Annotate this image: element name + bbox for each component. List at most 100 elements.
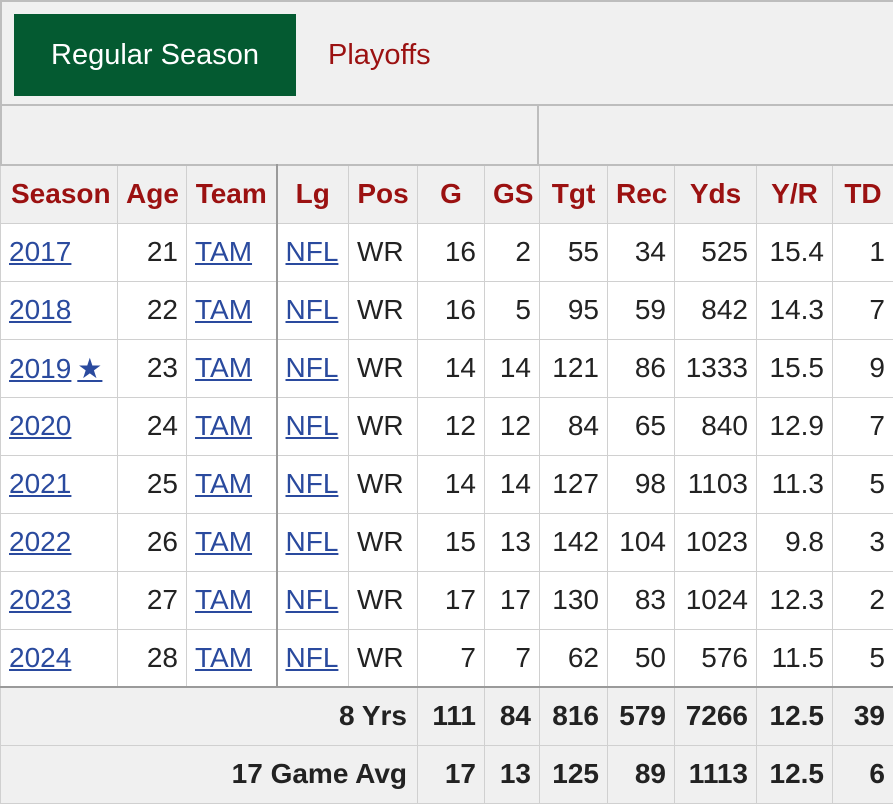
yards-cell: 842	[674, 280, 757, 340]
targets-cell: 55	[539, 222, 608, 282]
summary-yards: 7266	[674, 686, 757, 746]
summary-receptions: 579	[607, 686, 675, 746]
targets-cell: 142	[539, 512, 608, 572]
age-cell: 21	[117, 222, 187, 282]
season-link[interactable]: 2024	[0, 628, 118, 688]
team-link[interactable]: TAM	[186, 454, 278, 514]
season-link[interactable]: 2022	[0, 512, 118, 572]
header-team[interactable]: Team	[186, 164, 278, 224]
header-rec[interactable]: Rec	[607, 164, 675, 224]
table-row: 2023 27 TAM NFL WR 17 17 130 83 1024 12.3 2	[0, 570, 893, 630]
games-cell: 14	[417, 338, 485, 398]
league-link[interactable]: NFL	[276, 512, 349, 572]
team-link[interactable]: TAM	[186, 338, 278, 398]
summary-touchdowns: 6	[832, 744, 893, 804]
header-yds[interactable]: Yds	[674, 164, 757, 224]
receptions-cell: 65	[607, 396, 675, 456]
team-link[interactable]: TAM	[186, 512, 278, 572]
position-cell: WR	[348, 280, 418, 340]
tab-playoffs[interactable]: Playoffs	[328, 39, 431, 71]
receptions-cell: 104	[607, 512, 675, 572]
age-cell: 23	[117, 338, 187, 398]
league-link[interactable]: NFL	[276, 396, 349, 456]
season-year[interactable]: 2024	[9, 641, 72, 673]
header-age[interactable]: Age	[117, 164, 187, 224]
yards-cell: 525	[674, 222, 757, 282]
tab-regular-season[interactable]: Regular Season	[14, 14, 296, 96]
games-cell: 15	[417, 512, 485, 572]
season-link[interactable]: 2019 ★	[0, 338, 118, 398]
yards-cell: 1023	[674, 512, 757, 572]
position-cell: WR	[348, 396, 418, 456]
summary-games-started: 13	[484, 744, 540, 804]
yards-per-rec-cell: 12.3	[756, 570, 833, 630]
position-cell: WR	[348, 222, 418, 282]
header-season[interactable]: Season	[0, 164, 118, 224]
season-link[interactable]: 2020	[0, 396, 118, 456]
season-year[interactable]: 2023	[9, 584, 72, 615]
position-cell: WR	[348, 570, 418, 630]
summary-yards: 1113	[674, 744, 757, 804]
header-td[interactable]: TD	[832, 164, 893, 224]
table-row: 2022 26 TAM NFL WR 15 13 142 104 1023 9.8 3	[0, 512, 893, 572]
yards-per-rec-cell: 15.5	[756, 338, 833, 398]
summary-row: 8 Yrs 111 84 816 579 7266 12.5 39	[0, 686, 893, 746]
team-link[interactable]: TAM	[186, 280, 278, 340]
yards-per-rec-cell: 12.9	[756, 396, 833, 456]
season-year[interactable]: 2018	[9, 294, 72, 325]
table-row: 2017 21 TAM NFL WR 16 2 55 34 525 15.4 1	[0, 222, 893, 282]
header-yr[interactable]: Y/R	[756, 164, 833, 224]
touchdowns-cell: 5	[832, 454, 893, 514]
stats-table: Season Age Team Lg Pos G GS Tgt Rec Yds …	[0, 164, 893, 804]
summary-games-started: 84	[484, 686, 540, 746]
season-year[interactable]: 2019	[9, 352, 72, 384]
season-link[interactable]: 2017	[0, 222, 118, 282]
summary-label: 8 Yrs	[0, 686, 418, 746]
yards-cell: 576	[674, 628, 757, 688]
league-link[interactable]: NFL	[276, 222, 349, 282]
summary-yards-per-rec: 12.5	[756, 744, 833, 804]
receptions-cell: 59	[607, 280, 675, 340]
season-year[interactable]: 2022	[9, 526, 72, 557]
games-started-cell: 14	[484, 454, 540, 514]
season-link[interactable]: 2021	[0, 454, 118, 514]
receptions-cell: 34	[607, 222, 675, 282]
season-year[interactable]: 2017	[9, 236, 72, 267]
header-pos[interactable]: Pos	[348, 164, 418, 224]
games-started-cell: 13	[484, 512, 540, 572]
league-link[interactable]: NFL	[276, 570, 349, 630]
league-link[interactable]: NFL	[276, 454, 349, 514]
touchdowns-cell: 5	[832, 628, 893, 688]
age-cell: 28	[117, 628, 187, 688]
header-tgt[interactable]: Tgt	[539, 164, 608, 224]
team-link[interactable]: TAM	[186, 628, 278, 688]
team-link[interactable]: TAM	[186, 570, 278, 630]
summary-targets: 816	[539, 686, 608, 746]
games-started-cell: 17	[484, 570, 540, 630]
team-link[interactable]: TAM	[186, 396, 278, 456]
league-link[interactable]: NFL	[276, 628, 349, 688]
games-started-cell: 14	[484, 338, 540, 398]
yards-cell: 1333	[674, 338, 757, 398]
table-row: 2020 24 TAM NFL WR 12 12 84 65 840 12.9 7	[0, 396, 893, 456]
yards-per-rec-cell: 11.3	[756, 454, 833, 514]
games-started-cell: 12	[484, 396, 540, 456]
summary-label: 17 Game Avg	[0, 744, 418, 804]
header-g[interactable]: G	[417, 164, 485, 224]
games-started-cell: 2	[484, 222, 540, 282]
season-year[interactable]: 2021	[9, 468, 72, 499]
summary-yards-per-rec: 12.5	[756, 686, 833, 746]
header-lg[interactable]: Lg	[276, 164, 349, 224]
season-link[interactable]: 2018	[0, 280, 118, 340]
season-year[interactable]: 2020	[9, 410, 72, 441]
header-gs[interactable]: GS	[484, 164, 540, 224]
games-cell: 7	[417, 628, 485, 688]
summary-touchdowns: 39	[832, 686, 893, 746]
yards-cell: 1103	[674, 454, 757, 514]
table-row: 2019 ★ 23 TAM NFL WR 14 14 121 86 1333 15.5 9	[0, 338, 893, 398]
league-link[interactable]: NFL	[276, 280, 349, 340]
targets-cell: 84	[539, 396, 608, 456]
league-link[interactable]: NFL	[276, 338, 349, 398]
team-link[interactable]: TAM	[186, 222, 278, 282]
season-link[interactable]: 2023	[0, 570, 118, 630]
